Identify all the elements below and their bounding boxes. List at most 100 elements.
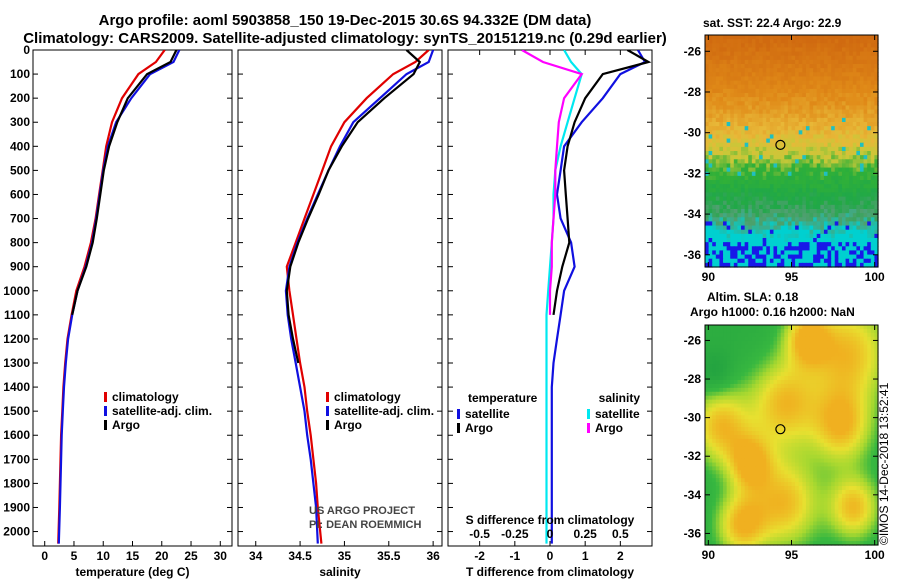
sla-map-cell [715, 372, 721, 377]
sst-map-cell [841, 59, 847, 65]
sla-map-cell [849, 454, 854, 460]
sst-map-cell [762, 130, 767, 136]
sst-map-cell [813, 105, 818, 111]
sla-map-cell [831, 423, 836, 428]
sst-map-cell [719, 155, 724, 160]
sla-map-cell [759, 372, 764, 377]
sst-map-cell [834, 101, 839, 107]
sla-map-cell [715, 383, 721, 389]
sla-map-cell [719, 482, 724, 487]
sst-map-cell [827, 229, 832, 235]
sla-map-cell [715, 340, 721, 346]
sst-map-cell [719, 180, 724, 185]
sla-map-cell [715, 427, 721, 432]
sst-map-cell [852, 39, 857, 44]
sla-map-cell [805, 376, 811, 381]
sla-map-cell [705, 513, 710, 519]
sla-map-cell [777, 474, 782, 479]
sst-map-cell [712, 39, 717, 44]
sst-map-cell [874, 138, 879, 144]
sst-map-cell [741, 101, 746, 107]
sla-map-cell [798, 376, 803, 381]
sst-map-cell [784, 68, 789, 73]
sst-map-cell [715, 229, 721, 235]
sst-map-cell [784, 188, 789, 194]
sst-map-cell [730, 101, 735, 107]
sst-map-cell [823, 238, 829, 243]
sla-map-cell [766, 419, 771, 424]
sst-map-cell [762, 122, 767, 127]
sst-map-cell [712, 233, 717, 239]
sla-map-cell [798, 505, 803, 511]
sst-map-cell [723, 126, 728, 131]
sla-map-cell [845, 493, 850, 499]
sla-map-cell [838, 325, 843, 330]
sla-map-cell [737, 325, 742, 330]
sla-map-cell [726, 395, 731, 401]
sla-map-cell [766, 344, 771, 350]
sla-map-cell [751, 360, 757, 365]
sst-map-cell [834, 97, 839, 102]
sst-map-cell [798, 262, 803, 268]
sla-map-cell [802, 435, 807, 440]
sla-map-cell [809, 383, 814, 389]
sst-map-cell [766, 64, 771, 69]
sla-map-cell [827, 462, 832, 468]
sla-map-cell [827, 399, 832, 405]
sst-map-cell [845, 113, 850, 119]
sla-map-cell [809, 450, 814, 456]
sla-map-cell [715, 399, 721, 405]
sla-map-cell [719, 415, 724, 420]
sst-map-cell [834, 262, 839, 268]
sst-map-cell [733, 122, 739, 127]
sla-map-cell [780, 450, 785, 456]
sla-map-cell [802, 411, 807, 416]
sst-map-cell [823, 72, 829, 78]
sla-map-cell [856, 399, 861, 405]
sla-map-cell [755, 446, 760, 452]
sla-map-cell [708, 364, 713, 369]
sla-map-cell [787, 458, 793, 464]
sst-map-cell [870, 113, 875, 119]
sst-map-cell [823, 196, 829, 202]
sla-map-cell [845, 364, 850, 369]
sla-map-cell [755, 490, 760, 495]
sst-map-cell [823, 142, 829, 148]
sla-map-cell [798, 470, 803, 475]
sst-map-cell [719, 109, 724, 115]
sst-map-cell [813, 221, 818, 227]
sst-map-cell [726, 126, 731, 131]
sst-map-cell [791, 209, 796, 214]
sla-map-cell [723, 403, 728, 409]
sla-map-cell [845, 368, 850, 373]
sla-map-cell [762, 395, 767, 401]
sst-map-cell [816, 105, 821, 111]
sla-map-cell [827, 466, 832, 471]
sla-map-cell [874, 427, 879, 432]
sst-map-cell [715, 130, 721, 136]
sst-map-cell [795, 192, 800, 198]
sla-map-cell [813, 340, 818, 346]
sla-map-cell [813, 438, 818, 444]
sla-map-cell [759, 419, 764, 424]
sla-map-cell [813, 458, 818, 464]
sst-map-cell [733, 217, 739, 223]
sst-map-cell [723, 138, 728, 144]
sla-map-cell [766, 391, 771, 397]
sst-map-cell [705, 188, 710, 194]
sst-map-cell [791, 113, 796, 119]
sla-map-cell [841, 380, 847, 385]
sla-map-cell [838, 348, 843, 354]
sst-map-cell [809, 84, 814, 90]
sla-map-cell [733, 332, 739, 338]
sst-map-cell [723, 254, 728, 260]
sla-map-cell [708, 352, 713, 358]
sst-map-cell [849, 55, 854, 61]
sla-map-cell [780, 454, 785, 460]
sst-map-cell [841, 109, 847, 115]
sla-map-cell [705, 493, 710, 499]
sla-map-cell [849, 383, 854, 389]
sla-map-cell [726, 442, 731, 448]
sst-map-cell [784, 59, 789, 65]
sst-map-cell [705, 47, 710, 53]
